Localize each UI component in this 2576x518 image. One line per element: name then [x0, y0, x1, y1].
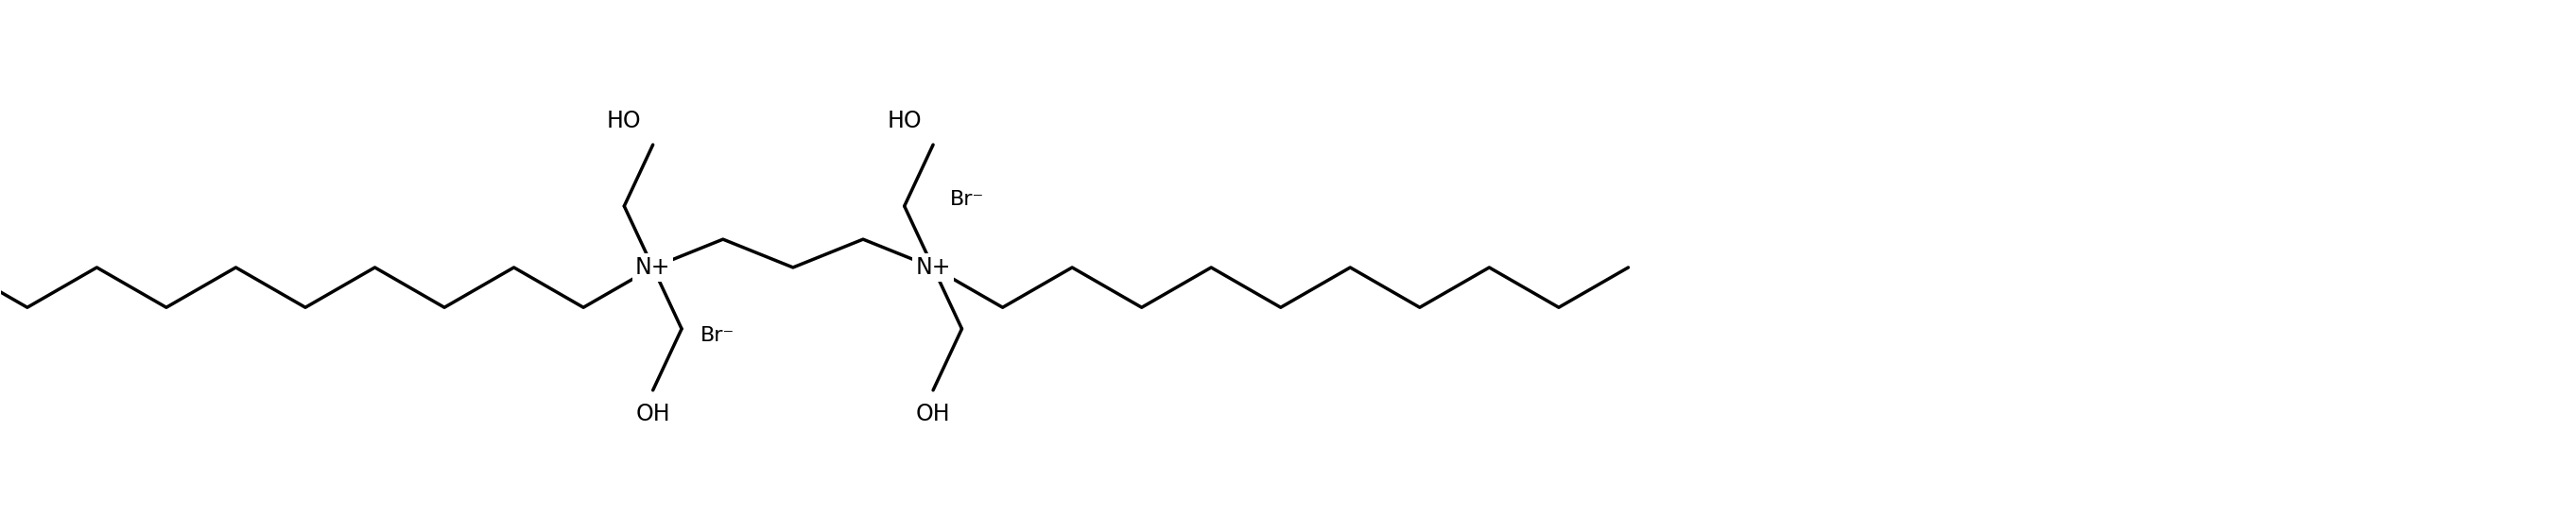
Text: HO: HO	[608, 110, 641, 133]
Text: Br⁻: Br⁻	[951, 190, 984, 209]
Text: OH: OH	[917, 402, 951, 425]
Text: N+: N+	[914, 256, 951, 279]
Text: N+: N+	[636, 256, 670, 279]
Text: OH: OH	[636, 402, 670, 425]
Text: HO: HO	[886, 110, 922, 133]
Text: Br⁻: Br⁻	[701, 326, 734, 344]
